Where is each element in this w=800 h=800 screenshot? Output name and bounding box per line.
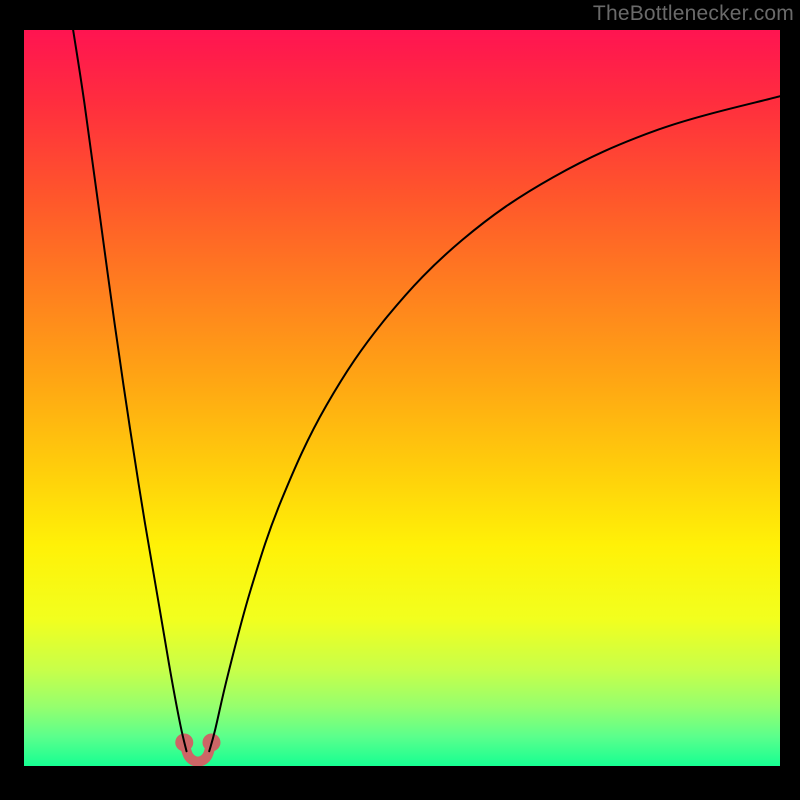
plot-area xyxy=(24,30,780,766)
watermark-text: TheBottlenecker.com xyxy=(593,2,794,26)
plot-svg xyxy=(24,30,780,766)
gradient-background xyxy=(24,30,780,766)
chart-frame: TheBottlenecker.com xyxy=(0,0,800,800)
